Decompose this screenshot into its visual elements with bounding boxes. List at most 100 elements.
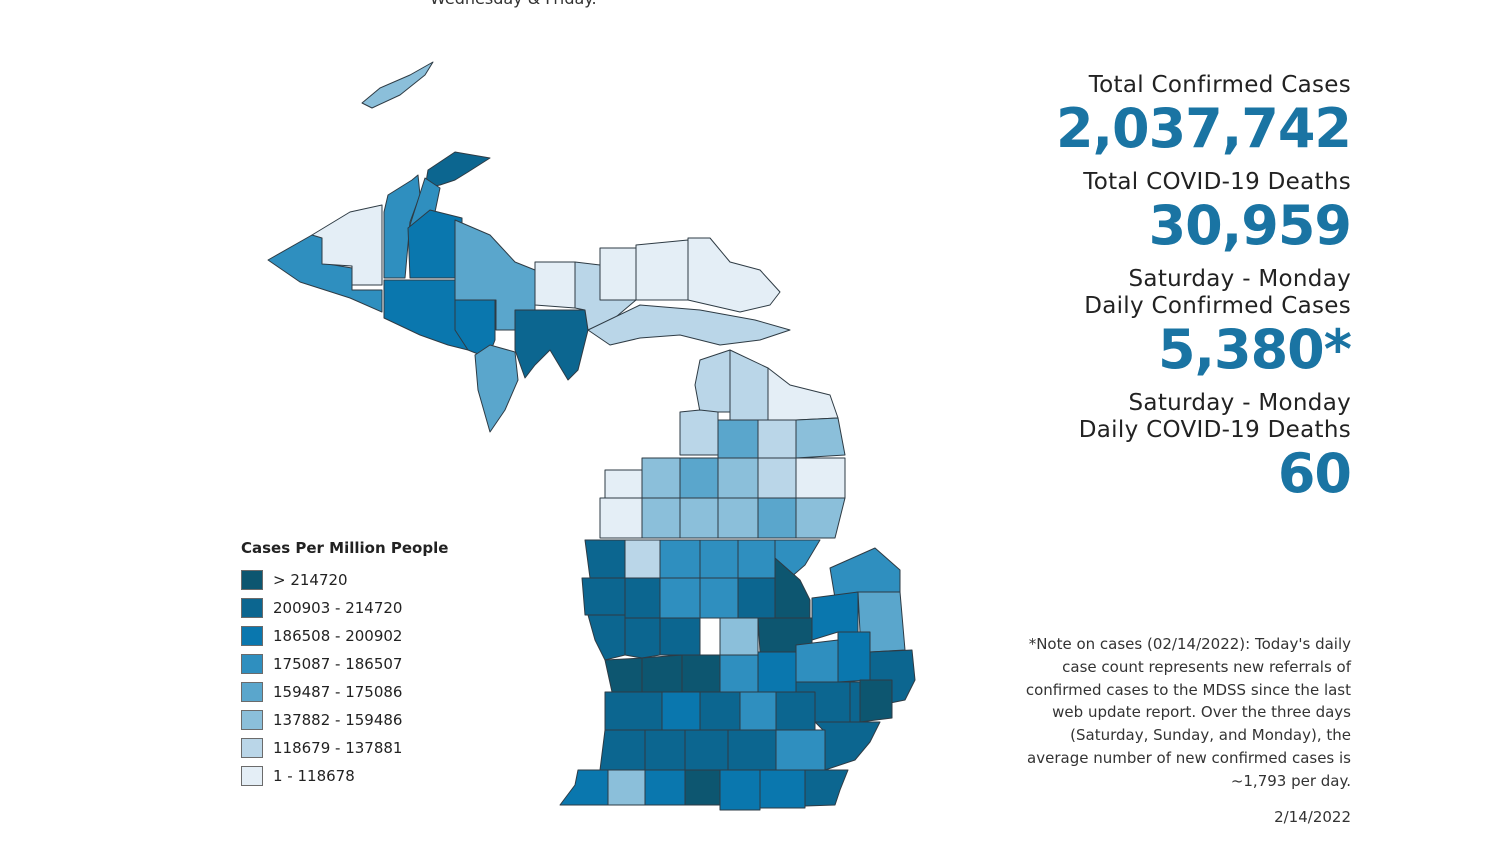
county[interactable] — [604, 469, 643, 499]
legend-label: 159487 - 175086 — [273, 683, 403, 701]
michigan-county-map[interactable] — [255, 55, 945, 825]
county[interactable] — [795, 639, 839, 683]
county[interactable] — [604, 691, 663, 731]
legend-swatch — [241, 738, 263, 758]
county[interactable] — [581, 577, 626, 616]
county[interactable] — [804, 769, 849, 807]
legend-item: 159487 - 175086 — [241, 678, 501, 706]
county[interactable] — [587, 614, 626, 661]
county[interactable] — [719, 617, 759, 656]
county[interactable] — [694, 349, 731, 413]
county[interactable] — [424, 151, 491, 189]
county[interactable] — [383, 174, 421, 279]
county[interactable] — [795, 417, 846, 459]
statistics-panel: Total Confirmed Cases 2,037,742 Total CO… — [931, 72, 1352, 514]
legend-title: Cases Per Million People — [241, 539, 449, 557]
county[interactable] — [699, 691, 741, 731]
cases-note: *Note on cases (02/14/2022): Today's dai… — [1025, 635, 1351, 790]
county[interactable] — [719, 769, 761, 811]
county[interactable] — [717, 497, 759, 539]
county[interactable] — [757, 497, 797, 539]
county[interactable] — [795, 457, 846, 499]
county[interactable] — [775, 729, 826, 771]
county[interactable] — [719, 654, 759, 693]
daily-deaths-block: Saturday - Monday Daily COVID-19 Deaths … — [931, 390, 1352, 505]
county[interactable] — [739, 691, 777, 731]
county[interactable] — [699, 539, 739, 579]
total-deaths-label: Total COVID-19 Deaths — [1083, 169, 1351, 195]
county[interactable] — [684, 729, 729, 771]
county[interactable] — [604, 657, 643, 693]
county[interactable] — [641, 457, 681, 499]
county[interactable] — [729, 349, 769, 421]
county[interactable] — [757, 457, 797, 499]
county[interactable] — [795, 497, 846, 539]
county[interactable] — [681, 654, 721, 693]
county[interactable] — [311, 204, 383, 286]
county[interactable] — [534, 261, 576, 309]
update-date: 2/14/2022 — [1274, 808, 1351, 826]
total-cases-label: Total Confirmed Cases — [1088, 72, 1351, 98]
county[interactable] — [717, 419, 759, 459]
map-legend: Cases Per Million People > 214720 200903… — [241, 539, 501, 790]
legend-swatch — [241, 570, 263, 590]
county[interactable] — [849, 681, 861, 723]
county[interactable] — [474, 344, 519, 433]
county[interactable] — [624, 577, 661, 619]
legend-swatch — [241, 626, 263, 646]
county[interactable] — [759, 769, 806, 809]
county[interactable] — [607, 769, 646, 806]
county[interactable] — [737, 539, 776, 579]
county[interactable] — [644, 729, 686, 771]
legend-label: > 214720 — [273, 571, 348, 589]
county[interactable] — [775, 691, 816, 731]
county[interactable] — [837, 631, 871, 683]
county[interactable] — [767, 367, 839, 421]
county[interactable] — [661, 691, 701, 731]
county[interactable] — [679, 497, 719, 539]
county[interactable] — [829, 547, 901, 599]
legend-label: 186508 - 200902 — [273, 627, 403, 645]
county[interactable] — [679, 409, 719, 456]
total-deaths-block: Total COVID-19 Deaths 30,959 — [931, 169, 1352, 256]
county[interactable] — [679, 457, 719, 499]
county[interactable] — [635, 239, 689, 301]
county[interactable] — [644, 769, 686, 806]
county[interactable] — [624, 539, 661, 579]
legend-label: 118679 - 137881 — [273, 739, 403, 757]
daily-cases-label-line2: Daily Confirmed Cases — [1084, 293, 1351, 319]
county[interactable] — [559, 769, 609, 806]
county[interactable] — [641, 497, 681, 539]
county[interactable] — [599, 497, 643, 539]
county[interactable] — [659, 577, 701, 619]
county[interactable] — [514, 309, 589, 381]
county[interactable] — [684, 769, 721, 806]
county[interactable] — [659, 617, 701, 656]
legend-item: > 214720 — [241, 566, 501, 594]
daily-cases-block: Saturday - Monday Daily Confirmed Cases … — [931, 266, 1352, 380]
legend-label: 137882 - 159486 — [273, 711, 403, 729]
county[interactable] — [717, 457, 759, 499]
county[interactable] — [737, 577, 776, 619]
county[interactable] — [599, 729, 646, 771]
county[interactable] — [659, 539, 701, 579]
county[interactable] — [727, 729, 777, 771]
daily-deaths-value: 60 — [1277, 442, 1352, 505]
county[interactable] — [361, 61, 434, 109]
county[interactable] — [687, 237, 781, 313]
county[interactable] — [859, 679, 893, 723]
county[interactable] — [757, 651, 797, 693]
county[interactable] — [584, 539, 626, 579]
county[interactable] — [641, 654, 683, 693]
daily-cases-label-line1: Saturday - Monday — [1128, 266, 1351, 292]
daily-deaths-label-line1: Saturday - Monday — [1128, 390, 1351, 416]
legend-label: 1 - 118678 — [273, 767, 355, 785]
legend-item: 175087 - 186507 — [241, 650, 501, 678]
county[interactable] — [699, 577, 739, 619]
county[interactable] — [624, 617, 661, 659]
legend-label: 200903 - 214720 — [273, 599, 403, 617]
county[interactable] — [599, 247, 637, 301]
county[interactable] — [587, 304, 791, 346]
county[interactable] — [757, 419, 797, 459]
legend-swatch — [241, 766, 263, 786]
